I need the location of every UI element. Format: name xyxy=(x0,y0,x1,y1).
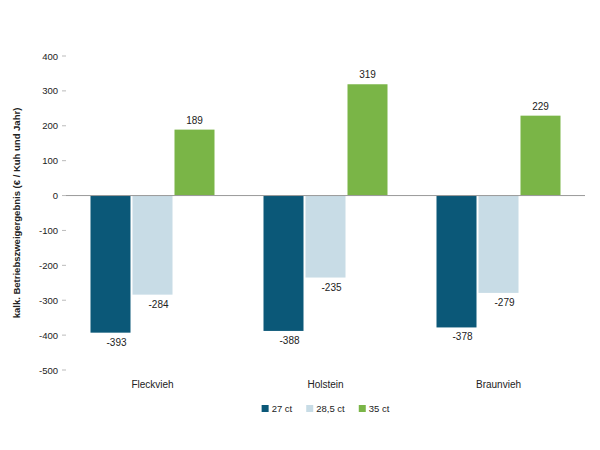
chart-container: -500 -400 -300 -200 -100 0 100 200 300 400 kalk. B… xyxy=(0,0,600,450)
data-label: -388 xyxy=(279,335,299,346)
legend-swatch xyxy=(359,405,366,412)
x-tick-label: Braunvieh xyxy=(476,379,521,390)
data-label: -393 xyxy=(106,337,126,348)
x-tick-label: Fleckvieh xyxy=(131,379,173,390)
y-tick xyxy=(62,160,66,161)
legend-swatch xyxy=(262,405,269,412)
y-tick xyxy=(62,230,66,231)
y-tick xyxy=(62,125,66,126)
legend-item: 35 ct xyxy=(359,403,390,414)
x-tick-label: Holstein xyxy=(307,379,343,390)
y-tick-label: 200 xyxy=(42,120,58,131)
data-label: -378 xyxy=(452,331,472,342)
legend-item: 27 ct xyxy=(262,403,293,414)
y-tick xyxy=(62,265,66,266)
data-label: -279 xyxy=(494,297,514,308)
y-tick-label: -300 xyxy=(39,295,58,306)
data-label: 189 xyxy=(186,115,203,126)
legend-label: 35 ct xyxy=(369,403,390,414)
legend-swatch xyxy=(306,405,313,412)
y-tick xyxy=(62,56,66,57)
legend: 27 ct 28,5 ct 35 ct xyxy=(262,403,390,414)
y-axis-label: kalk. Betriebszweigergebnis (€ / Kuh und… xyxy=(11,108,22,319)
bar xyxy=(479,196,519,293)
legend-label: 28,5 ct xyxy=(316,403,345,414)
y-tick-label: 400 xyxy=(42,51,58,62)
legend-label: 27 ct xyxy=(272,403,293,414)
y-tick-label: -400 xyxy=(39,330,58,341)
y-tick-label: -100 xyxy=(39,225,58,236)
data-labels: -393 -388 -378 -284 -235 -279 189 319 229 xyxy=(106,69,549,347)
y-tick-label: -500 xyxy=(39,365,58,376)
y-tick xyxy=(62,90,66,91)
data-label: 319 xyxy=(359,69,376,80)
chart-svg: -500 -400 -300 -200 -100 0 100 200 300 400 kalk. B… xyxy=(0,0,600,450)
y-tick-label: 100 xyxy=(42,155,58,166)
y-tick-label: -200 xyxy=(39,260,58,271)
legend-item: 28,5 ct xyxy=(306,403,345,414)
y-tick-label: 300 xyxy=(42,85,58,96)
y-tick xyxy=(62,195,66,196)
y-tick xyxy=(62,300,66,301)
bars xyxy=(91,84,561,332)
bar xyxy=(348,84,388,195)
bar xyxy=(175,130,215,196)
data-label: 229 xyxy=(532,101,549,112)
bar xyxy=(264,196,304,331)
zero-line xyxy=(66,195,585,196)
data-label: -235 xyxy=(321,282,341,293)
y-tick xyxy=(62,370,66,371)
data-label: -284 xyxy=(148,299,168,310)
y-axis: -500 -400 -300 -200 -100 0 100 200 300 400 xyxy=(39,51,66,376)
bar xyxy=(437,196,477,328)
bar xyxy=(521,116,561,196)
bar xyxy=(306,196,346,278)
bar xyxy=(133,196,173,295)
y-tick xyxy=(62,335,66,336)
bar xyxy=(91,196,131,333)
y-tick-label: 0 xyxy=(53,190,58,201)
